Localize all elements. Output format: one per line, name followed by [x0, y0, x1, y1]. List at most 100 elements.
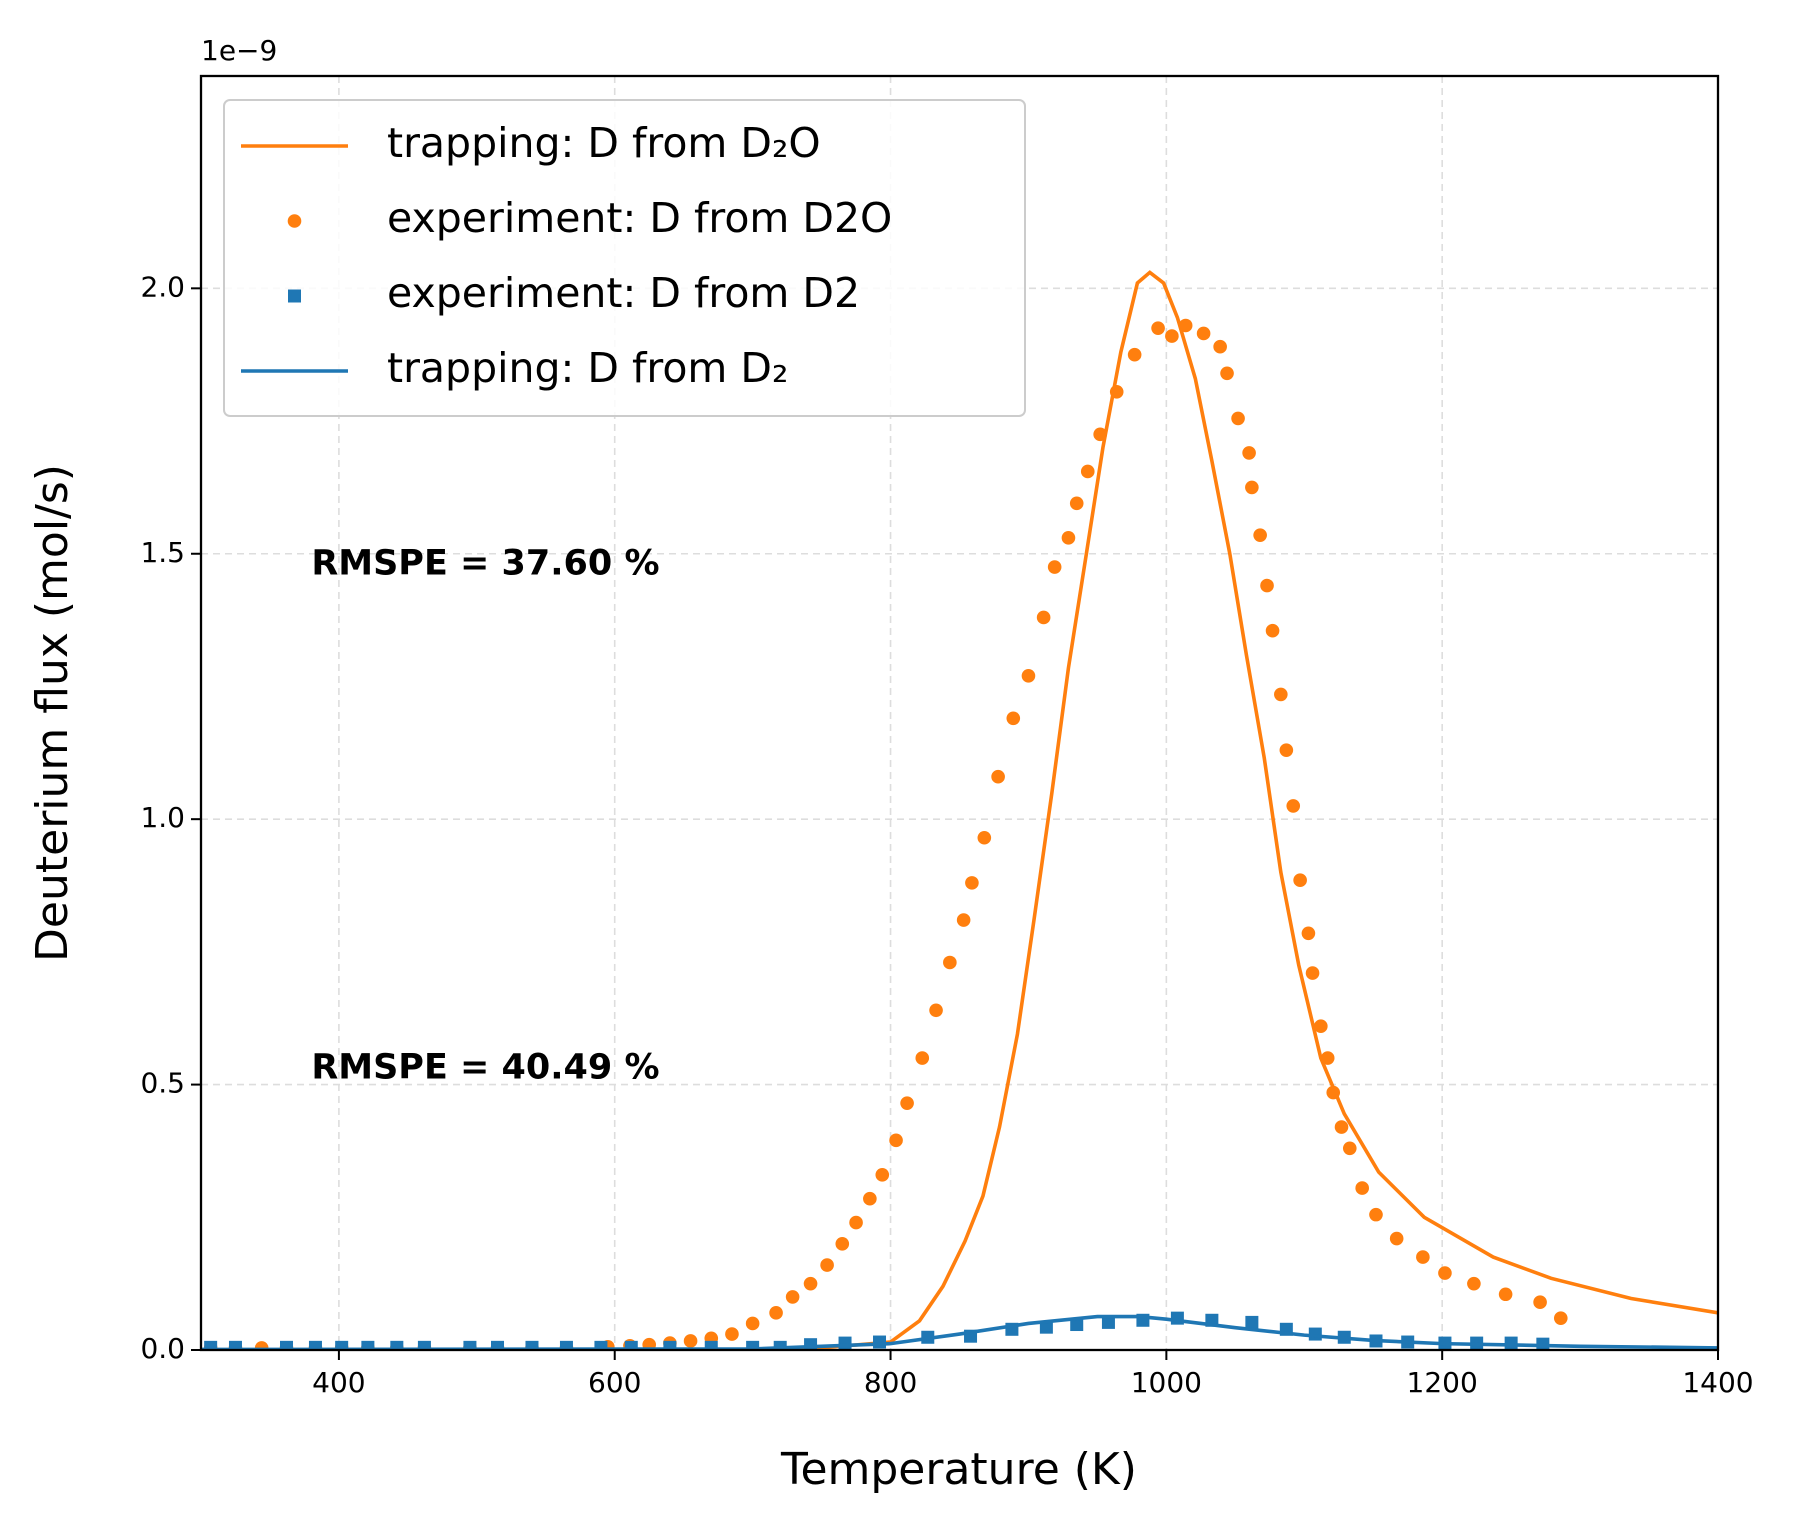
point — [991, 769, 1005, 784]
point — [361, 1340, 375, 1350]
point — [1265, 623, 1280, 638]
point — [1213, 339, 1227, 354]
point — [745, 1316, 760, 1331]
point — [725, 1327, 739, 1341]
y-tick-label: 1.0 — [140, 801, 185, 834]
point — [873, 1335, 887, 1349]
x-tick-label: 400 — [312, 1366, 365, 1399]
legend-swatch — [287, 214, 302, 228]
point — [491, 1340, 505, 1350]
point — [1127, 347, 1142, 362]
point — [1069, 496, 1084, 511]
point — [1093, 427, 1107, 442]
point — [1196, 326, 1211, 341]
point — [228, 1340, 242, 1350]
axes-frame — [199, 74, 1720, 1352]
point — [390, 1340, 404, 1350]
point — [1165, 329, 1179, 343]
point — [965, 876, 979, 890]
point — [863, 1191, 877, 1206]
point — [1355, 1181, 1369, 1195]
x-tick-label: 1200 — [1407, 1366, 1478, 1399]
point — [642, 1337, 657, 1350]
point — [1021, 669, 1036, 683]
point — [889, 1133, 903, 1148]
point — [785, 1290, 800, 1304]
point — [683, 1334, 698, 1348]
legend-label: trapping: D from D₂O — [387, 119, 821, 167]
point — [746, 1340, 760, 1350]
point — [525, 1340, 539, 1350]
annotation: RMSPE = 40.49 % — [311, 1048, 659, 1088]
x-tick-label: 1000 — [1131, 1366, 1202, 1399]
legend-swatch — [288, 289, 301, 303]
point — [1342, 1141, 1357, 1156]
point — [1080, 464, 1095, 479]
point — [1231, 411, 1245, 426]
point — [663, 1340, 677, 1350]
point — [1326, 1085, 1341, 1100]
point — [773, 1340, 787, 1350]
point — [280, 1340, 294, 1350]
annotation: RMSPE = 37.60 % — [311, 543, 659, 583]
point — [835, 1237, 850, 1251]
point — [1242, 446, 1256, 460]
point — [335, 1340, 349, 1350]
point — [1416, 1250, 1430, 1264]
offset-text: 1e−9 — [201, 34, 277, 67]
point — [1553, 1311, 1568, 1325]
point — [1061, 531, 1076, 545]
point — [956, 913, 971, 927]
point — [1006, 711, 1021, 726]
plot-area — [201, 270, 1718, 1350]
point — [1245, 480, 1259, 495]
point — [1178, 318, 1193, 333]
point — [1334, 1120, 1349, 1134]
point — [977, 830, 992, 845]
x-tick-label: 600 — [588, 1366, 641, 1399]
point — [1220, 366, 1234, 381]
point — [1305, 966, 1320, 980]
legend-label: experiment: D from D2 — [387, 269, 860, 317]
legend-box — [223, 99, 1026, 417]
point — [943, 955, 957, 970]
point — [900, 1096, 914, 1110]
point — [1286, 799, 1301, 813]
point — [1293, 873, 1307, 888]
point — [1438, 1266, 1452, 1280]
point — [1274, 687, 1288, 702]
point — [875, 1168, 890, 1182]
y-tick-label: 1.5 — [140, 536, 185, 569]
y-tick-label: 0.0 — [140, 1332, 185, 1365]
point — [1101, 1315, 1115, 1329]
x-tick-label: 800 — [864, 1366, 917, 1399]
point — [308, 1340, 322, 1350]
point — [704, 1340, 718, 1350]
point — [1039, 1320, 1053, 1334]
point — [1301, 926, 1316, 941]
point — [1036, 610, 1051, 625]
point — [204, 1340, 218, 1350]
point — [1314, 1019, 1328, 1033]
point — [1279, 743, 1294, 757]
x-tick-label: 1400 — [1682, 1366, 1753, 1399]
point — [769, 1306, 783, 1320]
y-tick-label: 2.0 — [140, 270, 185, 303]
y-axis-label: Deuterium flux (mol/s) — [27, 464, 78, 962]
legend-label: trapping: D from D₂ — [387, 344, 788, 392]
point — [1369, 1207, 1383, 1222]
point — [463, 1340, 477, 1350]
y-tick-label: 0.5 — [140, 1067, 185, 1100]
point — [624, 1340, 638, 1350]
point — [559, 1340, 573, 1350]
point — [915, 1051, 930, 1065]
legend: trapping: D from D₂O experiment: D from D… — [223, 99, 1026, 417]
x-axis-label: Temperature (K) — [780, 1444, 1137, 1495]
point — [417, 1340, 431, 1350]
point — [1109, 385, 1124, 399]
point — [1389, 1231, 1404, 1246]
point — [849, 1215, 863, 1230]
point — [1467, 1276, 1481, 1291]
